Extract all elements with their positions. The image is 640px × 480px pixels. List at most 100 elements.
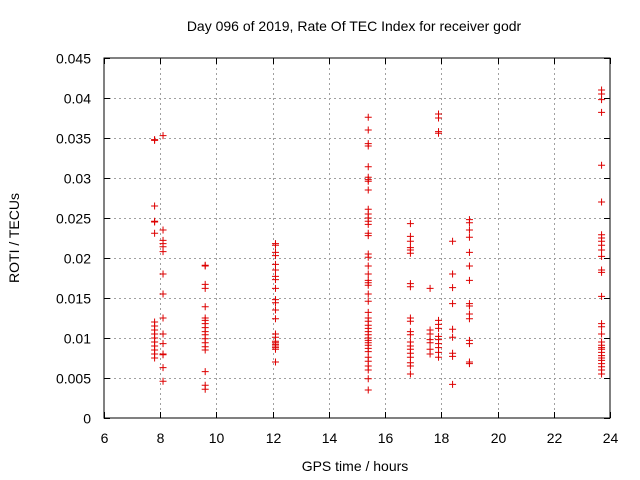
data-point	[151, 218, 159, 226]
plot-frame	[103, 57, 611, 419]
x-tick-label: 10	[209, 430, 225, 446]
data-point	[364, 142, 372, 150]
data-point	[598, 330, 606, 338]
y-tick-label: 0.03	[64, 171, 91, 187]
data-point	[201, 284, 209, 292]
data-point	[201, 385, 209, 393]
y-tick-label: 0.045	[56, 51, 91, 67]
data-point	[598, 161, 606, 169]
x-tick-labels: 6 8 10 12 14 16 18 20 22 24	[101, 430, 619, 446]
data-point	[159, 270, 167, 278]
x-tick-label: 12	[266, 430, 282, 446]
x-tick-label: 16	[378, 430, 394, 446]
data-point	[159, 132, 167, 140]
data-point	[364, 177, 372, 185]
y-tick-label: 0.01	[64, 331, 91, 347]
chart-title: Day 096 of 2019, Rate Of TEC Index for r…	[187, 18, 522, 34]
data-point	[449, 300, 457, 308]
data-point	[364, 186, 372, 194]
data-point	[271, 315, 279, 323]
y-tick-label: 0.035	[56, 131, 91, 147]
data-point	[159, 340, 167, 348]
data-point	[465, 340, 473, 348]
data-point	[271, 266, 279, 274]
x-tick-label: 6	[101, 430, 109, 446]
data-point	[435, 114, 443, 122]
data-point	[364, 375, 372, 383]
data-point	[364, 220, 372, 228]
data-point	[598, 108, 606, 116]
axis-ticks	[104, 58, 611, 419]
data-point	[271, 299, 279, 307]
data-point	[406, 317, 414, 325]
data-point	[271, 345, 279, 353]
data-point	[465, 248, 473, 256]
x-tick-label: 14	[322, 430, 338, 446]
data-point	[201, 262, 209, 270]
grid-lines	[104, 58, 610, 418]
data-point	[364, 386, 372, 394]
data-point	[159, 248, 167, 256]
data-point	[598, 252, 606, 260]
data-point	[159, 330, 167, 338]
data-point	[151, 229, 159, 237]
data-point	[364, 126, 372, 134]
data-point	[364, 163, 372, 171]
data-point	[449, 380, 457, 388]
data-point	[449, 333, 457, 341]
data-point	[151, 354, 159, 362]
data-point	[598, 198, 606, 206]
data-point	[426, 350, 434, 358]
x-tick-label: 8	[157, 430, 165, 446]
data-point	[364, 281, 372, 289]
data-point	[159, 377, 167, 385]
data-point	[406, 220, 414, 228]
data-point	[271, 252, 279, 260]
data-point	[435, 324, 443, 332]
data-point	[435, 129, 443, 137]
data-point	[271, 241, 279, 249]
data-point	[449, 352, 457, 360]
x-tick-label: 22	[547, 430, 563, 446]
data-point	[159, 314, 167, 322]
data-point	[465, 302, 473, 310]
data-point	[449, 237, 457, 245]
data-point	[406, 283, 414, 291]
data-point	[406, 362, 414, 370]
x-tick-label: 18	[434, 430, 450, 446]
data-point	[406, 331, 414, 339]
data-point	[406, 249, 414, 257]
data-point	[465, 219, 473, 227]
data-point	[426, 339, 434, 347]
data-point	[151, 202, 159, 210]
data-point	[449, 270, 457, 278]
data-point	[271, 276, 279, 284]
data-point	[201, 368, 209, 376]
y-tick-label: 0.04	[64, 91, 91, 107]
x-tick-label: 24	[603, 430, 619, 446]
data-point	[364, 290, 372, 298]
data-point	[364, 113, 372, 121]
data-point	[465, 233, 473, 241]
data-point	[406, 370, 414, 378]
x-tick-label: 20	[491, 430, 507, 446]
data-point	[406, 237, 414, 245]
data-point	[435, 353, 443, 361]
x-axis-label: GPS time / hours	[302, 458, 409, 474]
data-point	[364, 297, 372, 305]
data-point	[364, 262, 372, 270]
data-point	[465, 226, 473, 234]
data-point	[449, 325, 457, 333]
data-point	[159, 226, 167, 234]
data-point	[598, 246, 606, 254]
data-point	[465, 276, 473, 284]
data-point	[449, 284, 457, 292]
data-point	[426, 284, 434, 292]
data-point	[271, 306, 279, 314]
data-point	[271, 284, 279, 292]
data-point	[151, 136, 159, 144]
y-tick-label: 0.005	[56, 371, 91, 387]
data-point	[465, 262, 473, 270]
data-point	[364, 366, 372, 374]
